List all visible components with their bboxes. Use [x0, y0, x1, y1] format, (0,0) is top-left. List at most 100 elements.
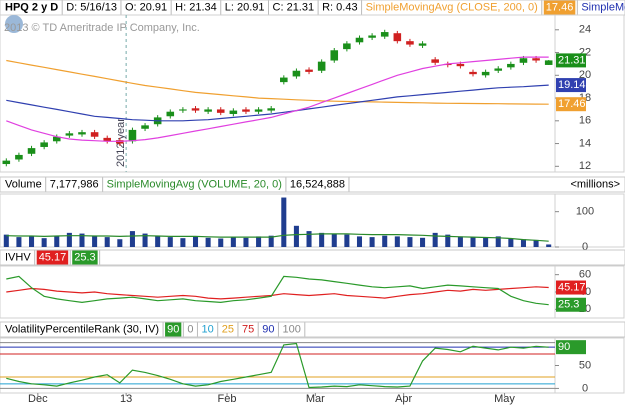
volume-bar	[457, 236, 463, 247]
panel-title: VolatilityPercentileRank (30, IV)	[5, 323, 159, 335]
legend-value: 90	[167, 323, 179, 335]
value-box-label: 19.14	[558, 79, 586, 91]
volume-bar	[293, 225, 299, 247]
series-line	[6, 59, 549, 105]
x-tick-label: 13	[120, 393, 132, 405]
volume-bar	[41, 238, 47, 247]
volume-bar	[407, 237, 413, 247]
volume-bar	[495, 236, 501, 247]
volume-bar	[230, 237, 236, 247]
panel-header	[0, 249, 625, 266]
header-readout: 7,177,986	[50, 178, 99, 190]
candle-body	[254, 109, 263, 112]
x-tick-label: May	[494, 393, 515, 405]
candle-body	[368, 35, 376, 38]
candle-body	[317, 61, 326, 71]
candle-body	[90, 132, 99, 137]
legend-overflow: SimpleMovi...	[581, 1, 625, 13]
series-line	[6, 56, 549, 142]
volume-bar	[281, 197, 287, 247]
header-readout: D: 5/16/13	[66, 1, 117, 13]
volume-bar	[445, 234, 451, 247]
series-line	[6, 233, 549, 242]
candle-body	[418, 43, 427, 46]
y-tick-label: 14	[579, 137, 591, 149]
header-readout: 16,524,888	[290, 178, 345, 190]
candle-body	[65, 133, 74, 136]
volume-bar	[243, 237, 249, 247]
y-tick-label: 12	[579, 160, 591, 172]
candle-body	[406, 41, 414, 45]
volume-bar	[546, 244, 552, 247]
value-box-label: 17.46	[558, 98, 586, 110]
y-tick-label: 0	[582, 241, 588, 253]
candle-body	[191, 108, 200, 111]
candle-body	[40, 142, 48, 147]
volume-bar	[117, 239, 123, 247]
volume-bar	[420, 237, 426, 247]
candle-body	[481, 71, 490, 76]
level-label: 90	[262, 323, 274, 335]
level-label: 10	[201, 323, 213, 335]
candle-body	[166, 111, 175, 117]
value-box-label: 45.17	[558, 281, 586, 293]
y-tick-label: 100	[576, 206, 594, 218]
value-box	[556, 340, 586, 355]
volume-bar	[394, 236, 400, 247]
candle-body	[494, 68, 503, 71]
panel-title: Volume	[5, 178, 42, 190]
x-tick-label: Feb	[218, 393, 237, 405]
header-value-bg	[36, 250, 69, 265]
candle-body	[242, 109, 250, 112]
volume-bar	[79, 233, 85, 247]
candle-body	[544, 60, 553, 65]
value-box	[556, 297, 586, 312]
volume-bar	[306, 231, 312, 247]
volume-bar	[356, 236, 363, 247]
candle-body	[532, 58, 540, 61]
header-readout: C: 21.31	[273, 1, 315, 13]
logo	[5, 15, 23, 33]
candle-body	[456, 63, 465, 67]
y-tick-label: 0	[582, 382, 588, 394]
volume-bar	[142, 233, 148, 247]
candle-body	[469, 71, 477, 75]
volume-bar	[268, 235, 274, 247]
series-line	[6, 342, 549, 389]
plot-area	[0, 14, 556, 173]
y-tick-label: 16	[579, 115, 591, 127]
volume-bar	[508, 238, 514, 247]
candle-body	[52, 136, 61, 142]
candle-body	[343, 43, 351, 50]
volume-bar	[155, 236, 161, 247]
volume-bar	[470, 237, 476, 247]
volume-bar	[54, 235, 60, 247]
axis-area	[554, 14, 625, 173]
volume-bar	[533, 239, 539, 247]
candle-body	[103, 137, 111, 142]
y-tick-label: 24	[579, 24, 591, 36]
y-tick-label: 50	[579, 359, 591, 371]
value-box-label: 90	[558, 341, 570, 353]
candle-body	[216, 109, 225, 113]
series-line	[6, 84, 549, 122]
candle-body	[229, 110, 238, 114]
plot-area	[0, 265, 556, 319]
candle-body	[305, 69, 313, 72]
legend-value: 25.3	[74, 251, 95, 263]
level-label: 75	[242, 323, 254, 335]
candle-body	[431, 59, 439, 63]
value-box-label: 25.3	[558, 299, 579, 311]
volume-bar	[192, 236, 199, 247]
volume-bar	[256, 236, 262, 247]
header-readout: O: 20.91	[125, 1, 167, 13]
candle-body	[204, 109, 212, 112]
value-box	[556, 78, 586, 93]
value-box-label: 21.31	[558, 54, 586, 66]
header-readout: H: 21.34	[175, 1, 217, 13]
candle-body	[267, 108, 275, 111]
volume-bar	[3, 234, 9, 247]
header-value-bg	[543, 0, 576, 15]
candle-body	[179, 109, 187, 111]
